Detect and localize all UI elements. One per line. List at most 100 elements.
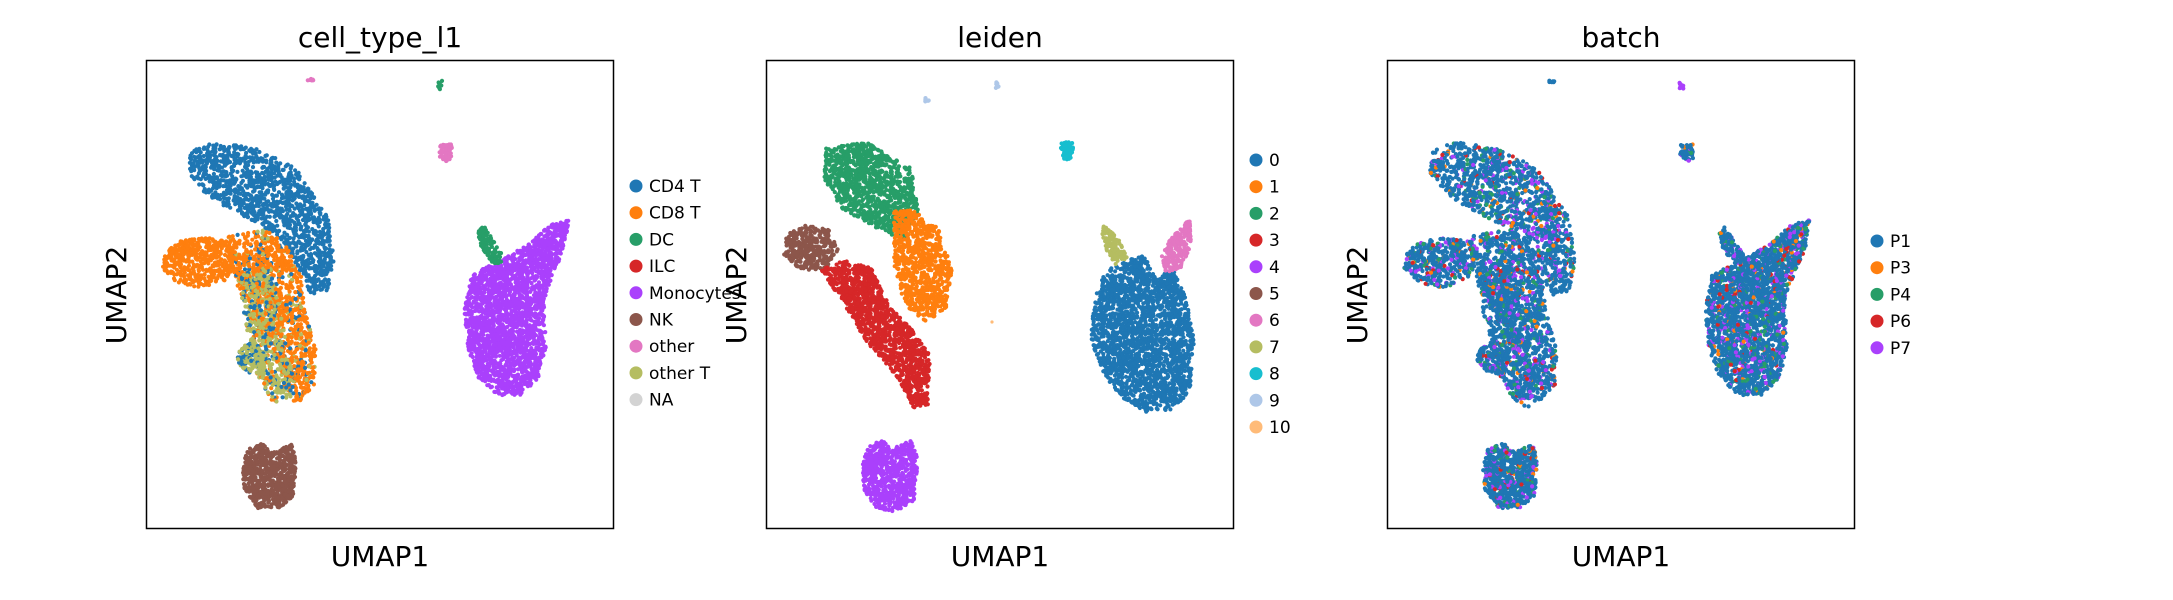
data-point [275,181,280,187]
data-point [300,371,306,377]
data-point [255,203,260,208]
data-point [281,354,286,359]
data-point [255,272,260,277]
data-point [195,161,200,166]
data-point [296,206,301,211]
data-point [222,252,228,257]
data-point [304,381,309,387]
data-point [267,214,272,219]
data-point [269,223,274,228]
data-point [252,330,257,335]
data-point [213,260,219,265]
data-point [275,456,280,461]
data-point [306,334,311,339]
data-point [220,242,225,247]
data-point [240,210,245,215]
data-point [256,346,261,351]
data-point [312,243,318,248]
data-point [274,165,280,170]
data-point [272,183,277,188]
data-point [193,249,198,254]
data-point [289,263,294,268]
data-point [281,255,286,260]
data-point [256,298,261,303]
data-point [306,340,311,345]
data-point [324,218,330,223]
data-point [249,348,254,353]
data-point [293,290,298,295]
data-point [260,228,265,233]
data-point [262,381,267,386]
data-point [268,461,273,467]
data-point [287,203,293,209]
data-point [276,190,282,195]
data-point [170,249,175,254]
data-point [202,255,207,260]
data-point [253,277,258,282]
data-point [243,463,249,468]
data-point [289,254,294,259]
data-point [300,262,305,267]
data-point [296,257,301,262]
data-point [258,308,264,313]
data-point [296,218,301,223]
data-point [164,268,169,273]
data-point [292,465,297,470]
data-point [275,490,280,495]
data-point [260,235,265,240]
data-point [287,235,292,241]
data-point [301,271,306,276]
data-point [308,260,313,265]
data-point [278,461,283,466]
data-point [274,243,279,248]
data-point [275,205,280,210]
data-point [309,195,314,200]
data-point [289,175,294,180]
data-point [272,379,277,384]
data-point [265,236,270,241]
data-point [213,149,218,154]
data-point [193,275,199,280]
data-point [253,294,258,299]
data-point [273,253,278,258]
data-point [224,196,229,201]
data-point [323,221,328,226]
data-point [323,247,328,252]
data-point [191,268,196,273]
data-point [239,359,244,364]
data-point [235,283,240,288]
data-point [286,259,291,264]
data-point [253,353,258,358]
data-point [247,267,252,272]
data-point [249,294,254,299]
data-point [274,399,279,404]
data-point [177,260,182,265]
data-point [269,349,274,354]
data-point [242,244,247,249]
data-point [329,263,334,269]
data-point [299,351,304,356]
data-point [290,285,295,290]
data-point [275,499,280,504]
data-point [307,327,313,332]
data-point [325,252,330,257]
data-point [254,503,259,508]
data-point [284,385,289,390]
data-point [276,170,281,175]
data-point [278,304,283,309]
data-point [247,313,252,318]
data-point [298,327,303,332]
data-point [288,357,293,362]
data-point [278,208,283,213]
data-point [249,285,254,290]
data-point [285,493,291,498]
data-point [269,305,274,310]
data-point [304,234,309,239]
data-point [263,233,268,238]
data-point [280,447,285,452]
data-point [243,298,248,303]
data-point [201,189,206,194]
data-point [218,251,223,256]
data-point [244,489,249,494]
data-point [244,359,249,364]
